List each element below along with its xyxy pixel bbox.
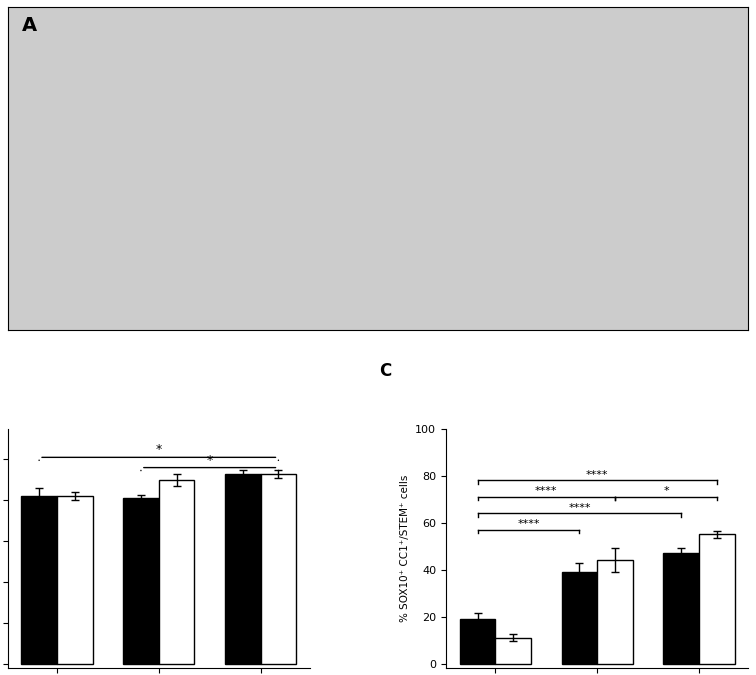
- Text: *: *: [663, 486, 669, 496]
- Text: ****: ****: [569, 502, 590, 512]
- Bar: [57, 496, 92, 664]
- Bar: [159, 480, 194, 664]
- Bar: [225, 474, 261, 664]
- Bar: [597, 560, 633, 664]
- Text: A: A: [23, 16, 38, 36]
- Text: *: *: [206, 454, 212, 466]
- Text: *: *: [156, 443, 162, 456]
- Bar: [699, 535, 735, 664]
- Text: ****: ****: [586, 470, 609, 480]
- Bar: [495, 638, 531, 664]
- Text: C: C: [380, 362, 392, 379]
- Text: ****: ****: [535, 486, 558, 496]
- Bar: [21, 496, 57, 664]
- Bar: [562, 572, 597, 664]
- Y-axis label: % SOX10⁺ CC1⁺/STEM⁺ cells: % SOX10⁺ CC1⁺/STEM⁺ cells: [400, 475, 410, 622]
- Bar: [664, 554, 699, 664]
- Bar: [123, 498, 159, 664]
- Bar: [460, 619, 495, 664]
- Text: ****: ****: [517, 519, 540, 529]
- Bar: [261, 474, 296, 664]
